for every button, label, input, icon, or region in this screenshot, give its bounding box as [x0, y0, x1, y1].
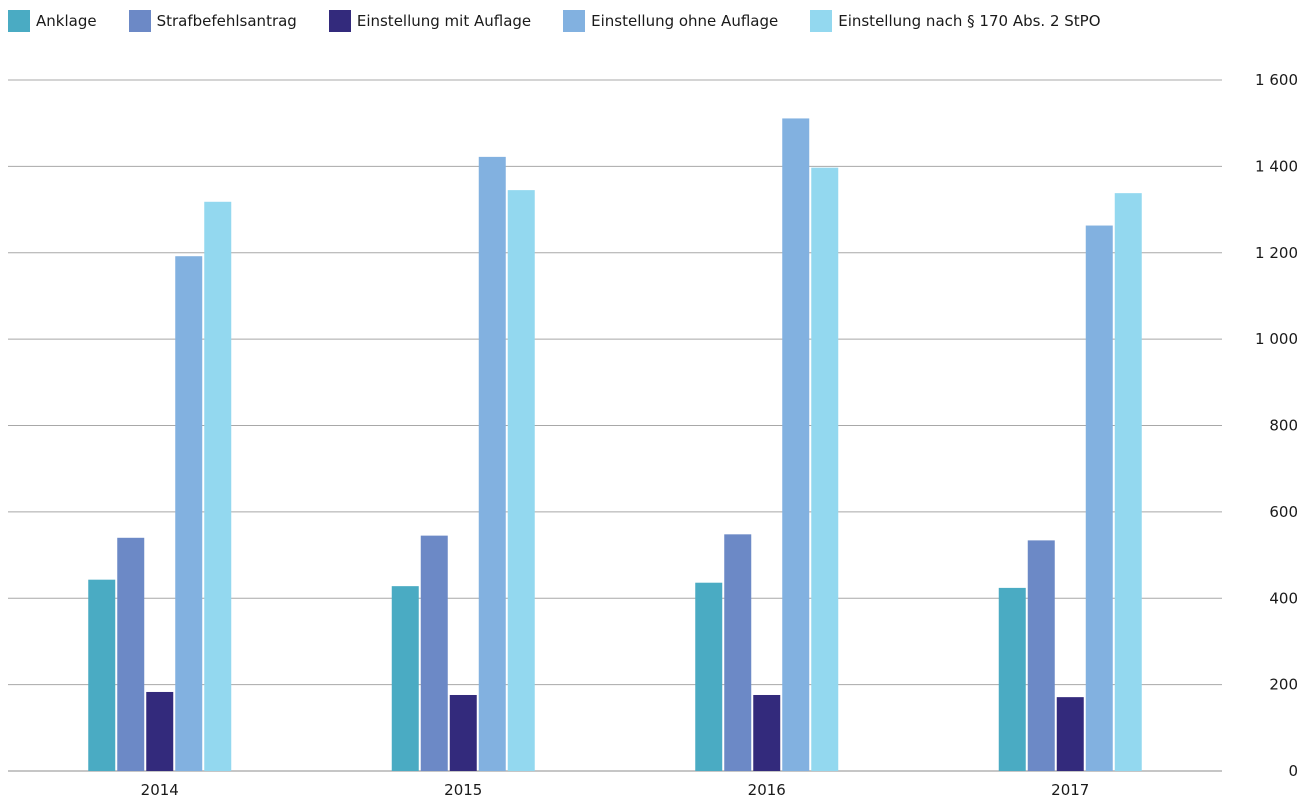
legend-swatch — [563, 10, 586, 32]
legend-label: Strafbefehlsantrag — [156, 12, 297, 30]
y-tick-label: 1 000 — [1255, 330, 1298, 348]
legend-item: Einstellung ohne Auflage — [563, 10, 778, 32]
x-tick-label: 2015 — [444, 781, 482, 799]
y-tick-label: 800 — [1269, 417, 1298, 435]
bar — [1056, 697, 1084, 771]
bar — [695, 582, 723, 771]
bar — [724, 534, 752, 771]
legend-label: Einstellung mit Auflage — [356, 12, 532, 30]
y-tick-label: 200 — [1269, 676, 1298, 694]
bar — [782, 118, 810, 771]
legend-item: Einstellung mit Auflage — [328, 10, 532, 32]
bar — [1114, 193, 1142, 771]
y-tick-label: 600 — [1269, 503, 1298, 521]
x-tick-label: 2014 — [141, 781, 179, 799]
legend-label: Einstellung nach § 170 Abs. 2 StPO — [838, 12, 1101, 30]
legend-swatch — [328, 10, 351, 32]
bar — [117, 537, 145, 771]
y-tick-label: 1 200 — [1255, 244, 1298, 262]
bar — [88, 579, 116, 771]
legend-swatch — [128, 10, 151, 32]
bar — [811, 167, 839, 771]
x-tick-label: 2017 — [1051, 781, 1089, 799]
bar — [146, 691, 174, 771]
bar — [420, 535, 448, 771]
y-tick-label: 0 — [1288, 762, 1298, 780]
bar — [753, 694, 781, 771]
legend-label: Einstellung ohne Auflage — [591, 12, 779, 30]
bar — [449, 694, 477, 771]
bar — [175, 256, 203, 772]
bar — [1027, 540, 1055, 771]
y-tick-label: 1 400 — [1255, 157, 1298, 175]
y-tick-label: 1 600 — [1255, 71, 1298, 89]
legend-swatch — [8, 10, 30, 32]
legend-label: Anklage — [36, 12, 97, 30]
x-tick-label: 2016 — [748, 781, 786, 799]
bar — [204, 201, 232, 771]
bar — [507, 190, 535, 772]
bar — [391, 586, 419, 771]
legend-item: Anklage — [8, 10, 97, 32]
chart-legend: Anklage Strafbefehlsantrag Einstellung mit… — [8, 8, 1133, 34]
y-tick-label: 400 — [1269, 589, 1298, 607]
bar — [998, 587, 1026, 771]
legend-item: Einstellung nach § 170 Abs. 2 StPO — [810, 10, 1101, 32]
legend-swatch — [810, 10, 833, 32]
legend-item: Strafbefehlsantrag — [128, 10, 297, 32]
bar — [478, 156, 506, 771]
bar — [1085, 225, 1113, 771]
